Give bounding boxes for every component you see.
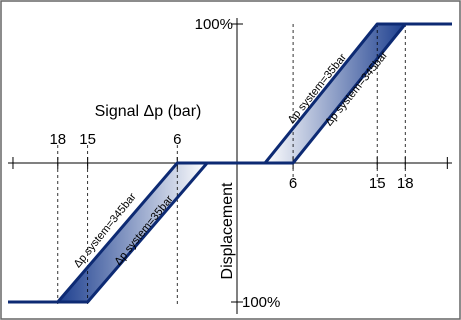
x-tick-label-neg-15: 15 xyxy=(79,131,96,148)
y-max-label: 100% xyxy=(195,16,233,33)
x-tick-label-neg-18: 18 xyxy=(49,131,66,148)
band-right xyxy=(265,24,406,163)
band-left xyxy=(57,163,208,302)
series-35bar-line xyxy=(8,22,452,304)
y-axis-label: Displacement xyxy=(219,182,236,279)
x-tick-label-pos-18: 18 xyxy=(397,175,414,192)
x-axis-label: Signal Δp (bar) xyxy=(95,103,202,120)
y-min-label: 100% xyxy=(242,294,280,311)
x-tick-label-neg-6: 6 xyxy=(173,131,181,148)
x-tick-label-pos-6: 6 xyxy=(289,175,297,192)
x-tick-label-pos-15: 15 xyxy=(369,175,386,192)
